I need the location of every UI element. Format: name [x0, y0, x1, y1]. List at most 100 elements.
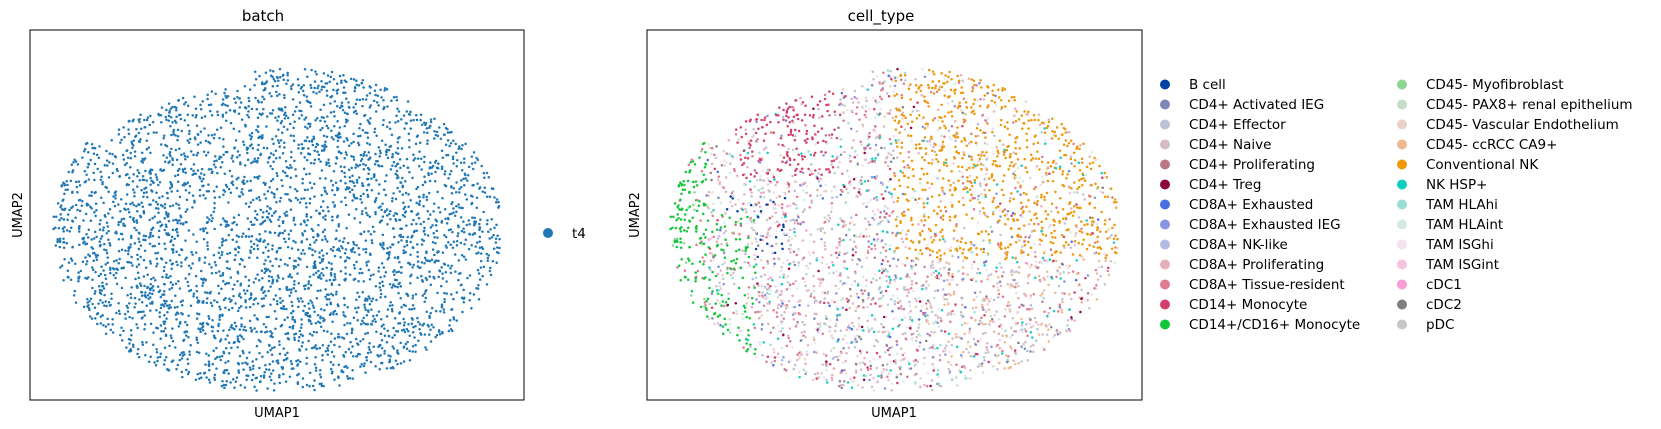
cell-type-point	[839, 272, 842, 275]
batch-point	[292, 219, 296, 222]
batch-point	[335, 82, 339, 86]
batch-point	[120, 286, 124, 290]
batch-point	[247, 96, 250, 100]
batch-point	[296, 381, 300, 384]
cell-type-point	[791, 346, 794, 349]
batch-point	[214, 92, 217, 95]
batch-point	[144, 234, 148, 238]
batch-point	[206, 323, 210, 326]
cell-type-point	[791, 148, 795, 152]
batch-point	[414, 343, 417, 347]
batch-point	[375, 330, 378, 333]
batch-point	[269, 285, 272, 288]
batch-point	[117, 302, 120, 305]
batch-point	[414, 350, 417, 354]
cell-type-point	[744, 207, 747, 211]
batch-point	[136, 253, 139, 257]
batch-point	[124, 249, 127, 252]
cell-type-point	[710, 162, 714, 166]
batch-point	[213, 155, 217, 158]
batch-point	[268, 218, 272, 221]
batch-point	[170, 190, 173, 193]
batch-point	[285, 286, 288, 290]
batch-point	[386, 257, 389, 261]
batch-point	[248, 144, 252, 148]
batch-point	[184, 239, 187, 242]
batch-point	[136, 209, 139, 213]
batch-point	[286, 316, 289, 319]
cell-type-point	[919, 377, 922, 380]
batch-point	[333, 193, 336, 197]
cell-type-point	[771, 251, 775, 255]
batch-point	[326, 346, 329, 350]
cell-type-point	[892, 200, 896, 204]
batch-point	[194, 378, 198, 382]
batch-point	[278, 75, 282, 79]
cell-type-point	[929, 384, 932, 388]
batch-point	[398, 281, 401, 285]
batch-point	[186, 362, 190, 366]
batch-point	[340, 200, 343, 203]
cell-type-point	[786, 186, 789, 190]
batch-point	[167, 307, 171, 310]
cell-type-point	[1088, 307, 1091, 310]
batch-point	[494, 237, 498, 241]
batch-point	[59, 213, 62, 216]
cell-type-point	[905, 288, 909, 291]
batch-point	[219, 358, 222, 362]
batch-point	[306, 188, 309, 191]
cell-type-point	[947, 75, 950, 79]
batch-point	[169, 274, 172, 278]
batch-point	[258, 380, 262, 384]
cell-type-point	[1004, 156, 1007, 160]
batch-point	[171, 248, 175, 252]
batch-point	[313, 195, 316, 198]
cell-type-point	[1057, 284, 1061, 288]
batch-point	[114, 190, 118, 193]
cell-type-point	[969, 240, 973, 244]
batch-point	[335, 105, 339, 108]
batch-point	[326, 74, 330, 77]
batch-point	[92, 171, 95, 175]
batch-point	[345, 332, 349, 336]
cell-type-point	[829, 349, 833, 353]
batch-point	[498, 246, 501, 250]
batch-point	[368, 106, 372, 109]
cell-type-point	[759, 234, 763, 238]
batch-point	[341, 240, 345, 244]
cell-type-point	[976, 271, 979, 275]
cell-type-point	[804, 372, 807, 376]
batch-point	[66, 188, 69, 191]
cell-type-point	[739, 222, 742, 225]
batch-point	[176, 169, 180, 172]
cell-type-point	[846, 381, 850, 384]
batch-point	[390, 199, 394, 203]
batch-point	[176, 180, 180, 183]
batch-point	[396, 351, 399, 354]
batch-point	[235, 240, 238, 243]
batch-point	[259, 237, 262, 241]
batch-point	[440, 303, 444, 306]
batch-point	[227, 187, 231, 191]
batch-point	[224, 306, 227, 309]
cell-type-point	[1022, 191, 1026, 195]
batch-point	[289, 208, 293, 211]
batch-point	[291, 304, 294, 308]
batch-point	[142, 234, 146, 238]
batch-point	[79, 269, 83, 273]
cell-type-point	[805, 129, 809, 133]
cell-type-point	[948, 70, 951, 74]
cell-type-point	[822, 352, 825, 355]
batch-point	[99, 315, 103, 318]
cell-type-point	[1006, 304, 1009, 308]
batch-point	[278, 224, 281, 228]
batch-point	[324, 140, 327, 143]
batch-point	[301, 248, 305, 252]
cell-type-point	[832, 367, 836, 370]
batch-point	[319, 108, 322, 112]
batch-point	[176, 230, 179, 234]
cell-type-point	[989, 225, 992, 229]
batch-point	[135, 265, 139, 268]
batch-point	[302, 309, 305, 313]
batch-point	[169, 125, 172, 128]
